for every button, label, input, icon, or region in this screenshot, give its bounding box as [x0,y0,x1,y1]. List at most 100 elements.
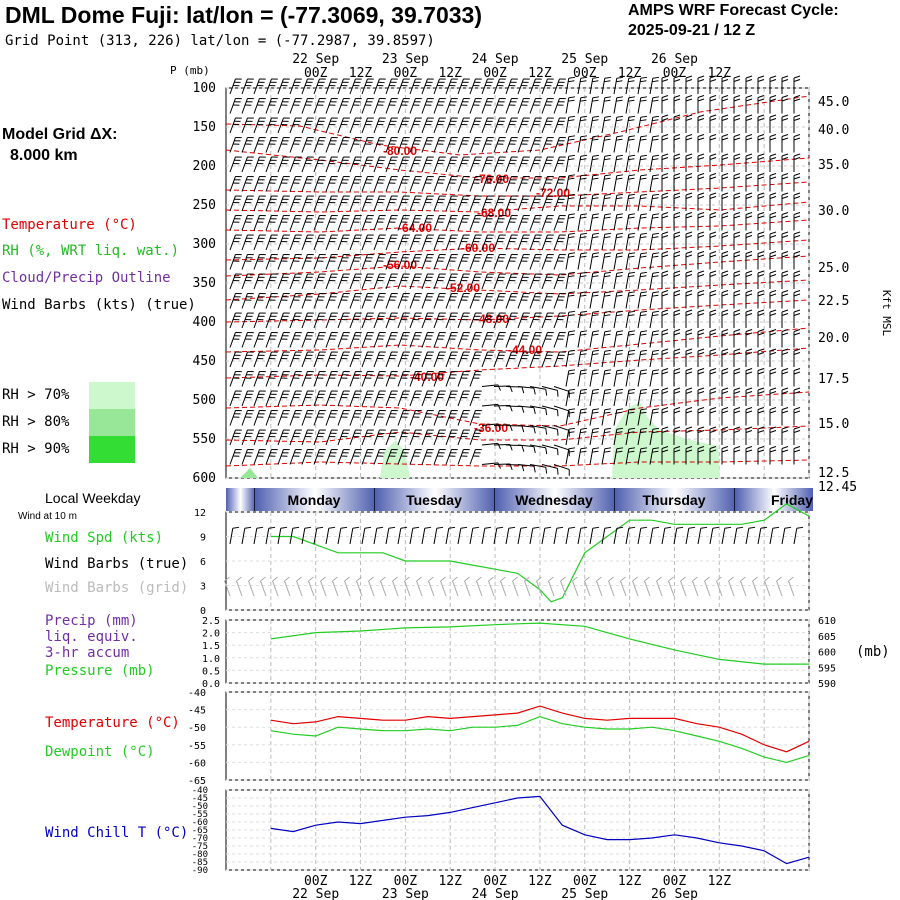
surface-wind-barb-grid [752,576,759,597]
wind-barb-flag [652,411,659,414]
wind-barb-staff [289,78,296,95]
wind-barb-flag [721,387,729,391]
wind-barb [397,370,410,387]
wind-barb-staff [229,390,236,407]
wind-barb [313,214,326,231]
wind-barb [277,78,290,95]
wind-barb [733,446,741,465]
wind-barb-staff [433,195,440,212]
wind-barb [397,195,410,212]
wind-barb [553,97,566,114]
wind-barb-flag [745,387,753,391]
wind-barb-staff [409,528,414,545]
wind-barb [517,405,536,414]
wind-barb-flag [685,118,693,121]
wind-barb [253,409,266,426]
wind-barb-staff [361,429,368,446]
wind-barb [733,192,741,211]
wind-barb-flag [628,138,635,141]
wind-barb [385,331,398,348]
wind-barb-staff [445,390,452,407]
wind-barb-flag [652,333,659,336]
wind-barb-flag [793,79,801,82]
wind-barb-flag [661,426,669,430]
wind-barb-staff [409,98,416,114]
wind-barb-staff [589,429,594,446]
wind-barb-flag [685,387,693,391]
wind-barb-flag [733,329,741,332]
wind-barb-flag [568,388,576,391]
surface-wind-barb [589,526,600,545]
wind-barb [289,312,302,329]
surface-wind-barb-grid [440,576,447,597]
wind-barb [769,173,777,192]
temperature-contour-label: -80.00 [383,144,417,158]
wind-barb-staff [373,254,380,270]
wind-barb-flag [757,348,765,352]
wind-barb-staff [325,98,332,114]
wind-barb-staff [289,449,296,465]
wind-barb [265,331,278,348]
wind-barb-staff [553,293,560,309]
wind-barb-staff [313,528,318,545]
wind-barb [313,117,326,134]
wind-barb-staff [421,215,428,231]
accum-label: 3-hr accum [45,645,129,661]
wind-barb [457,429,470,446]
wind-barb-flag [661,430,669,433]
wind-barb [229,117,242,134]
wind-barb [457,370,470,387]
wind-barb-staff [373,117,380,134]
wind-barb [277,136,290,153]
wind-barb [397,351,410,368]
wind-barb-flag [745,426,753,430]
wind-barb [745,153,753,172]
wind-barb [409,409,422,426]
wind-barb-flag [640,135,648,138]
wind-barb-flag [604,135,612,138]
wind-barb [349,312,362,329]
wind-barb [553,405,570,418]
wind-barb [613,76,624,95]
wind-barb-flag [545,447,548,455]
wind-barb-flag [673,270,681,274]
wind-barb [337,331,350,348]
wind-barb-flag [781,215,789,219]
wind-barb-staff [565,234,570,251]
surface-wind-barb-grid [272,576,279,597]
wind-barb [517,175,530,192]
wind-barb-flag [616,369,624,372]
wind-barb-flag [745,449,753,453]
wind-barb [361,253,374,270]
wind-barb-staff [409,234,416,251]
wind-barb [745,329,753,348]
wind-barb [697,270,705,289]
wind-barb [709,75,717,94]
wind-barb-flag [652,408,660,411]
wind-barb-flag [656,576,662,582]
wind-barb-flag [781,290,789,293]
altitude-tick-label: 12.5 [818,466,849,481]
wind-barb-staff [385,273,392,290]
wind-barb-flag [568,177,575,180]
wind-barb-staff [289,528,294,545]
wind-barb-staff [553,332,560,348]
wind-chill-label: Wind Chill T (°C) [45,825,188,841]
wind-barb [637,427,648,446]
wind-barb-staff [409,156,416,173]
wind-barb-staff [541,293,548,309]
wind-barb [313,253,326,270]
wind-barb-flag [580,450,587,453]
wind-barb-flag [697,114,705,118]
wind-barb-staff [577,117,582,134]
wind-barb [481,312,494,329]
wind-barb-flag [628,193,636,196]
wind-barb-flag [709,407,717,410]
wind-barb-staff [277,312,284,329]
wind-barb [793,134,801,153]
wind-barb-staff [421,312,428,329]
model-grid-label: Model Grid ΔX: [2,126,118,143]
wind-barb [637,252,648,270]
wind-barb-staff [349,351,356,368]
wind-chill-tick-label: -70 [192,834,208,844]
